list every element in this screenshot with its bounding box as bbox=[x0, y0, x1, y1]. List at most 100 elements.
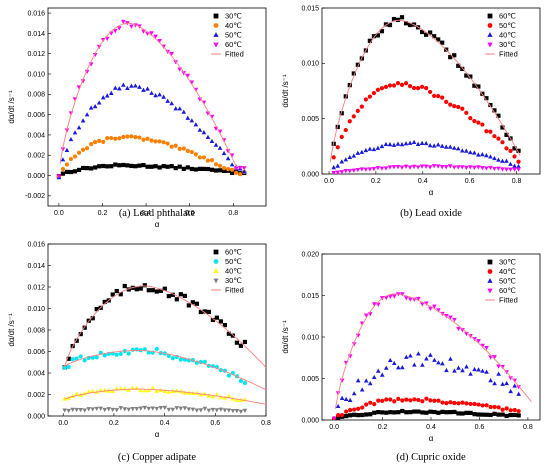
data-point bbox=[476, 165, 481, 170]
data-point bbox=[102, 353, 107, 358]
data-point bbox=[387, 357, 393, 363]
data-point bbox=[379, 372, 385, 377]
data-point bbox=[242, 339, 248, 345]
data-point bbox=[153, 139, 158, 144]
x-tick-label: 0.4 bbox=[141, 210, 151, 217]
data-point bbox=[472, 150, 477, 155]
data-point bbox=[343, 168, 349, 174]
data-point bbox=[468, 116, 473, 121]
data-point bbox=[355, 333, 361, 338]
data-point bbox=[335, 163, 341, 168]
data-point bbox=[432, 357, 437, 362]
y-tick-label: 0.006 bbox=[27, 349, 45, 356]
data-point bbox=[158, 405, 164, 411]
data-point bbox=[371, 91, 376, 96]
data-point bbox=[222, 322, 227, 328]
data-point bbox=[356, 406, 361, 411]
data-point bbox=[416, 397, 421, 403]
data-point bbox=[436, 360, 441, 365]
data-point bbox=[165, 98, 170, 103]
panel-caption: (b) Lead oxide bbox=[400, 208, 462, 219]
y-tick-label: -0.002 bbox=[25, 193, 45, 200]
data-point bbox=[185, 165, 190, 170]
data-point bbox=[375, 145, 381, 150]
data-point bbox=[484, 96, 489, 101]
data-point bbox=[241, 166, 247, 171]
data-point bbox=[145, 86, 150, 91]
y-tick-label: 0.004 bbox=[27, 370, 45, 377]
data-point bbox=[383, 141, 389, 147]
data-point bbox=[169, 51, 175, 57]
data-point bbox=[496, 364, 501, 369]
data-point bbox=[388, 410, 393, 415]
fitted-curve bbox=[64, 388, 266, 405]
data-point bbox=[242, 408, 248, 413]
data-point bbox=[114, 408, 120, 413]
data-point bbox=[150, 385, 156, 390]
data-point bbox=[435, 142, 441, 147]
data-point bbox=[70, 407, 75, 412]
legend-label: 40℃ bbox=[225, 267, 242, 276]
data-point bbox=[340, 412, 345, 418]
data-point bbox=[456, 365, 461, 370]
data-point bbox=[391, 294, 397, 299]
data-point bbox=[114, 386, 120, 391]
x-axis-label: α bbox=[429, 188, 434, 197]
data-point bbox=[428, 352, 433, 357]
data-point bbox=[221, 165, 227, 171]
data-point bbox=[94, 355, 99, 360]
data-point bbox=[173, 106, 179, 111]
data-point bbox=[351, 391, 357, 396]
legend-marker bbox=[487, 259, 493, 265]
data-point bbox=[60, 157, 66, 162]
data-point bbox=[451, 145, 457, 150]
data-point bbox=[118, 351, 123, 357]
data-point bbox=[459, 165, 465, 170]
data-point bbox=[444, 410, 449, 415]
data-point bbox=[174, 388, 180, 393]
data-point bbox=[343, 157, 349, 162]
data-point bbox=[209, 138, 215, 144]
data-point bbox=[141, 162, 146, 168]
y-tick-label: 0.000 bbox=[27, 173, 45, 180]
data-point bbox=[82, 408, 88, 413]
data-point bbox=[424, 301, 429, 306]
data-point bbox=[364, 402, 369, 407]
x-tick-label: 0.0 bbox=[58, 420, 68, 427]
series-1 bbox=[332, 408, 521, 420]
data-point bbox=[129, 83, 134, 88]
data-point bbox=[133, 83, 138, 88]
data-point bbox=[185, 148, 190, 153]
data-point bbox=[181, 146, 186, 151]
data-point bbox=[189, 149, 194, 155]
data-point bbox=[439, 165, 445, 170]
data-point bbox=[90, 388, 96, 393]
data-point bbox=[339, 111, 344, 116]
data-point bbox=[149, 138, 154, 143]
data-point bbox=[444, 400, 449, 406]
data-point bbox=[383, 365, 389, 370]
data-point bbox=[80, 165, 86, 171]
x-tick-label: 0.8 bbox=[523, 424, 533, 431]
data-point bbox=[428, 398, 433, 403]
data-point bbox=[444, 313, 449, 319]
data-point bbox=[201, 130, 207, 135]
data-point bbox=[480, 368, 485, 373]
data-point bbox=[367, 381, 373, 386]
data-point bbox=[424, 396, 429, 401]
data-point bbox=[104, 93, 110, 98]
data-point bbox=[194, 408, 200, 413]
data-point bbox=[500, 140, 505, 145]
data-point bbox=[157, 39, 162, 44]
data-point bbox=[169, 164, 174, 169]
data-point bbox=[80, 79, 86, 84]
data-point bbox=[351, 153, 357, 158]
data-point bbox=[456, 411, 461, 416]
legend-marker bbox=[487, 32, 493, 37]
data-point bbox=[476, 339, 481, 344]
data-point bbox=[355, 168, 361, 173]
data-point bbox=[174, 406, 180, 411]
data-point bbox=[351, 342, 357, 347]
data-point bbox=[146, 406, 152, 412]
